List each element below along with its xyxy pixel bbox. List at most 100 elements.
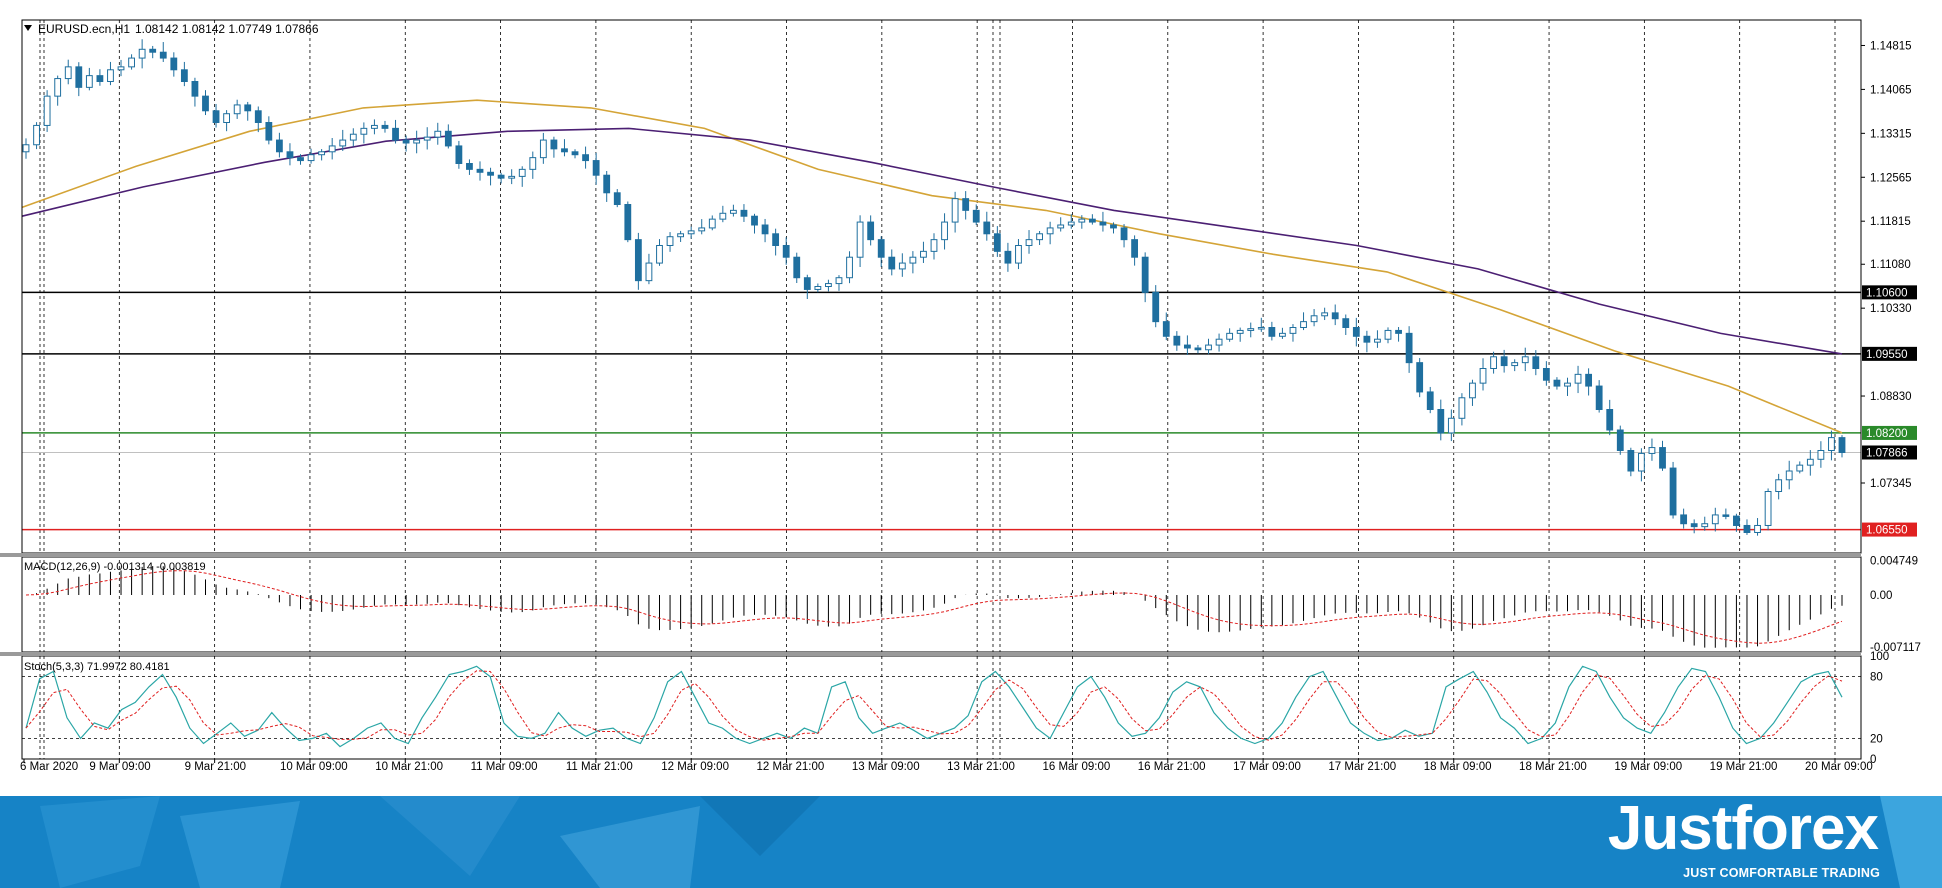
candle-body bbox=[1162, 321, 1170, 337]
time-label: 11 Mar 09:00 bbox=[471, 761, 538, 773]
candle-body bbox=[75, 66, 83, 88]
time-label: 10 Mar 21:00 bbox=[375, 761, 443, 773]
candle-body bbox=[645, 262, 653, 282]
candle-body bbox=[1015, 245, 1022, 264]
time-label: 19 Mar 21:00 bbox=[1710, 761, 1778, 773]
price-label: 1.07345 bbox=[1870, 478, 1912, 490]
price-label: 1.13315 bbox=[1870, 128, 1912, 140]
pane-frames bbox=[0, 19, 1862, 760]
pane-separator[interactable] bbox=[0, 652, 1861, 656]
candle-body bbox=[487, 171, 494, 176]
candle-body bbox=[96, 75, 104, 83]
macd-axis-label: -0.007117 bbox=[1870, 642, 1921, 654]
level-tag bbox=[1862, 285, 1917, 300]
pane-separator[interactable] bbox=[0, 553, 1861, 557]
candle-body bbox=[1521, 356, 1529, 364]
candle-body bbox=[318, 151, 326, 156]
candle-body bbox=[1300, 321, 1307, 328]
candle-body bbox=[825, 283, 832, 288]
candle-body bbox=[1469, 382, 1476, 399]
candle-body bbox=[349, 133, 357, 141]
candle-body bbox=[297, 157, 304, 162]
candle-body bbox=[592, 160, 600, 176]
moving-averages bbox=[21, 99, 1843, 434]
stochastic-lines bbox=[22, 665, 1861, 748]
candle-body bbox=[772, 233, 780, 247]
price-label: 1.14815 bbox=[1870, 40, 1912, 52]
candle-body bbox=[951, 198, 959, 223]
candle-body bbox=[708, 218, 716, 229]
candle-body bbox=[1289, 327, 1297, 334]
price-label: 1.10330 bbox=[1870, 303, 1912, 315]
candle-body bbox=[550, 139, 558, 150]
price-levels bbox=[22, 291, 1861, 531]
candle-body bbox=[455, 145, 463, 165]
time-label: 9 Mar 09:00 bbox=[89, 761, 150, 773]
candle-body bbox=[1490, 356, 1497, 369]
candle-body bbox=[1532, 356, 1540, 369]
candle-body bbox=[1542, 368, 1550, 381]
candle-body bbox=[307, 154, 315, 162]
candle-body bbox=[1110, 224, 1117, 229]
ma-fast-line bbox=[21, 99, 1843, 434]
candle-body bbox=[1215, 338, 1223, 346]
candle-body bbox=[1331, 312, 1339, 320]
candle-body bbox=[508, 175, 516, 179]
candle-body bbox=[1616, 429, 1624, 451]
candle-body bbox=[729, 209, 737, 214]
candlesticks bbox=[22, 39, 1846, 536]
time-label: 18 Mar 09:00 bbox=[1424, 761, 1492, 773]
macd-title: MACD(12,26,9) -0.001314 -0.003819 bbox=[24, 561, 206, 573]
candle-body bbox=[1025, 239, 1033, 246]
candle-body bbox=[1701, 523, 1709, 528]
stoch-axis-label: 100 bbox=[1870, 651, 1889, 663]
candle-body bbox=[191, 81, 199, 97]
candle-body bbox=[54, 78, 62, 97]
candle-body bbox=[1785, 470, 1793, 481]
candle-body bbox=[1321, 312, 1329, 317]
candle-body bbox=[107, 69, 114, 82]
stoch-main-line bbox=[25, 665, 1843, 748]
candle-body bbox=[1585, 373, 1593, 387]
candle-body bbox=[360, 127, 368, 135]
candle-body bbox=[128, 57, 135, 68]
candle-body bbox=[244, 104, 252, 112]
candle-body bbox=[962, 198, 970, 211]
candle-body bbox=[687, 230, 695, 235]
symbol-dropdown-icon[interactable] bbox=[24, 25, 32, 31]
candle-body bbox=[1173, 335, 1181, 346]
candle-body bbox=[1733, 515, 1740, 526]
level-label: 1.06550 bbox=[1866, 525, 1908, 537]
candle-body bbox=[1680, 514, 1688, 525]
candle-body bbox=[1690, 523, 1698, 528]
symbol-label[interactable]: EURUSD.ecn,H1 bbox=[38, 22, 130, 36]
candle-body bbox=[698, 227, 706, 232]
candle-body bbox=[1194, 347, 1202, 351]
candle-body bbox=[677, 233, 685, 238]
chart-canvas[interactable]: 6 Mar 2020 9 Mar 09:00 9 Mar 21:00 10 Mar 0… bbox=[0, 0, 1942, 796]
price-label: 1.08830 bbox=[1870, 391, 1912, 403]
candle-body bbox=[1775, 479, 1783, 492]
candle-body bbox=[751, 215, 758, 226]
time-label: 20 Mar 09:00 bbox=[1805, 761, 1873, 773]
macd-axis-label: 0.004749 bbox=[1870, 555, 1918, 567]
candle-body bbox=[666, 236, 674, 246]
candle-body bbox=[624, 204, 632, 241]
candle-body bbox=[983, 221, 991, 235]
candle-body bbox=[402, 139, 410, 144]
price-label: 1.11080 bbox=[1870, 259, 1911, 271]
candle-body bbox=[1395, 329, 1402, 334]
candle-body bbox=[233, 104, 241, 115]
candle-body bbox=[761, 224, 769, 235]
candle-body bbox=[1606, 409, 1614, 431]
candle-body bbox=[22, 144, 30, 153]
stoch-axis-label: 20 bbox=[1870, 733, 1883, 745]
level-tag bbox=[1862, 522, 1917, 537]
candle-body bbox=[497, 174, 505, 179]
candle-body bbox=[1078, 218, 1086, 223]
time-label: 16 Mar 21:00 bbox=[1138, 761, 1206, 773]
candle-body bbox=[1088, 218, 1096, 223]
level-label: 1.09550 bbox=[1866, 349, 1908, 361]
candle-body bbox=[1796, 464, 1804, 472]
